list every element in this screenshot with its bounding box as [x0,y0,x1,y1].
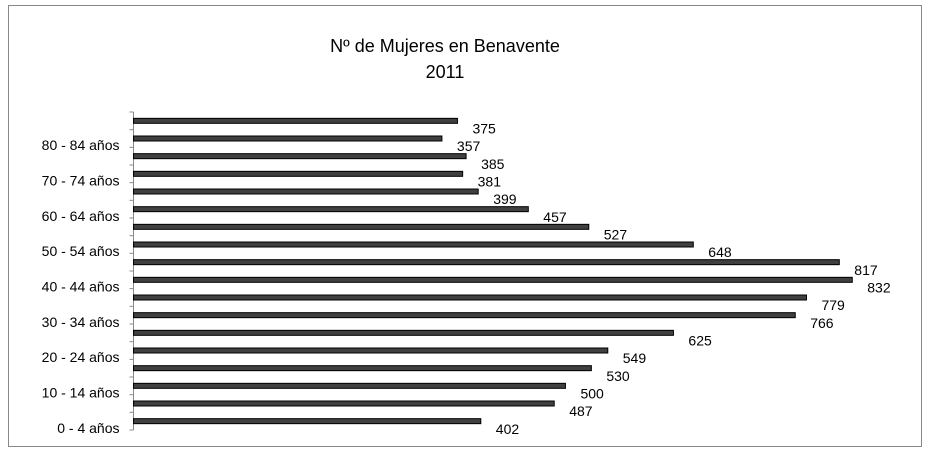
data-label: 625 [688,333,712,349]
bar [133,170,464,177]
bar [133,241,694,248]
bar [133,206,529,213]
bar [133,400,555,407]
data-label: 399 [493,191,517,207]
bar [133,276,853,283]
bar [133,365,592,372]
y-tick-label: 0 - 4 años [57,420,119,436]
bar [133,382,566,389]
data-label: 817 [854,262,878,278]
y-tick-label: 20 - 24 años [42,349,120,365]
bar [133,188,479,195]
data-label: 402 [496,421,520,437]
data-label: 779 [821,297,845,313]
bar [133,259,840,266]
bar [133,135,443,142]
data-label: 500 [580,386,604,402]
data-label: 549 [623,350,647,366]
chart-subtitle: 2011 [426,62,465,82]
data-label: 530 [606,368,630,384]
data-label: 766 [810,315,834,331]
y-tick-label: 30 - 34 años [42,314,120,330]
data-label: 381 [478,174,502,190]
bar [133,117,458,124]
data-label: 487 [569,403,593,419]
y-tick-label: 10 - 14 años [42,385,120,401]
bar [133,294,807,301]
y-tick-label: 70 - 74 años [42,173,120,189]
data-label: 375 [472,121,496,137]
data-label: 357 [457,138,481,154]
bar [133,329,674,336]
data-label: 385 [481,156,505,172]
data-label: 457 [543,209,567,225]
bar [133,223,590,230]
data-label: 832 [867,280,891,296]
bar [133,153,467,160]
bar [133,418,482,425]
bar [133,347,609,354]
y-tick-label: 40 - 44 años [42,279,120,295]
chart-title: Nº de Mujeres en Benavente [330,36,560,56]
y-tick-label: 50 - 54 años [42,243,120,259]
y-tick-label: 60 - 64 años [42,208,120,224]
data-label: 527 [604,227,628,243]
data-label: 648 [708,244,732,260]
y-tick-label: 80 - 84 años [42,137,120,153]
bar [133,312,796,319]
